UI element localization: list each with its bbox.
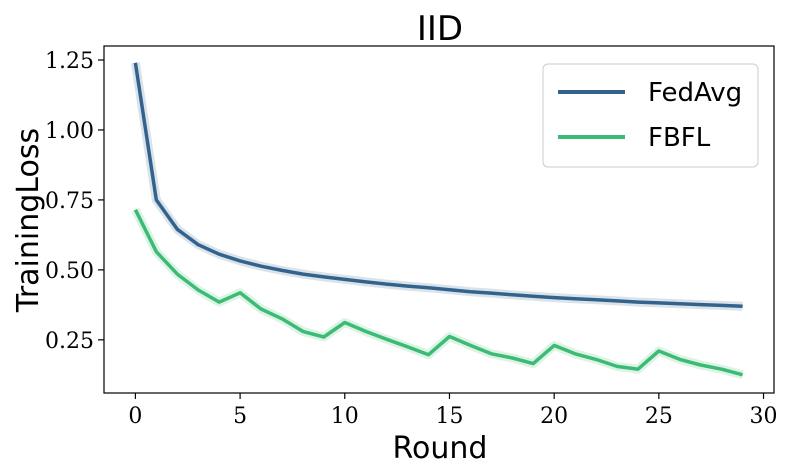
y-tick-label: 0.25 bbox=[45, 329, 94, 354]
legend-label-fedavg: FedAvg bbox=[648, 78, 742, 108]
series-layer bbox=[130, 62, 744, 380]
legend-label-fbfl: FBFL bbox=[648, 123, 711, 153]
x-tick-label: 10 bbox=[331, 404, 359, 429]
x-tick-label: 15 bbox=[435, 404, 463, 429]
series-line-fedavg bbox=[133, 62, 743, 309]
y-axis-ticks: 0.25 0.50 0.75 1.00 1.25 bbox=[45, 49, 104, 354]
x-axis-ticks: 0 5 10 15 20 25 30 bbox=[128, 393, 778, 429]
x-tick-label: 5 bbox=[233, 404, 247, 429]
y-tick-label: 1.00 bbox=[45, 119, 94, 144]
y-axis-label: TrainingLoss bbox=[11, 128, 46, 313]
x-tick-label: 30 bbox=[750, 404, 778, 429]
plot-frame bbox=[103, 45, 775, 394]
y-tick-label: 1.25 bbox=[45, 49, 94, 74]
series-line-fbfl bbox=[133, 208, 744, 377]
x-tick-label: 20 bbox=[540, 404, 568, 429]
chart-title: IID bbox=[417, 9, 463, 49]
legend: FedAvg FBFL bbox=[542, 63, 759, 168]
y-tick-label: 0.50 bbox=[45, 259, 94, 284]
y-tick-label: 0.75 bbox=[45, 189, 94, 214]
legend-box bbox=[542, 63, 759, 168]
x-axis-label: Round bbox=[393, 431, 488, 466]
x-tick-label: 0 bbox=[128, 404, 142, 429]
x-tick-label: 25 bbox=[645, 404, 673, 429]
